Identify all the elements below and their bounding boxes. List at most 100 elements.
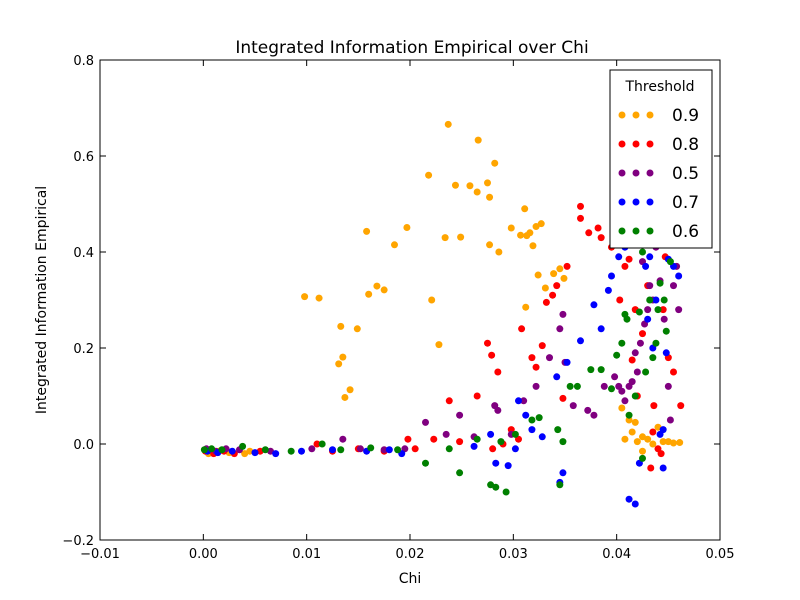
point-threshold-0.9 [365,290,373,298]
point-threshold-0.9 [428,296,436,304]
point-threshold-0.7 [528,426,536,434]
point-threshold-0.6 [200,446,208,454]
point-threshold-0.9 [391,241,398,249]
legend-entry-label: 0.8 [672,135,699,155]
point-threshold-0.6 [566,382,574,390]
point-threshold-0.9 [315,294,323,302]
point-threshold-0.9 [337,322,345,330]
y-tick-label: 0.6 [73,150,94,165]
point-threshold-0.5 [569,402,577,410]
legend-entry-label: 0.7 [672,193,699,213]
legend-marker [646,198,654,206]
legend-marker [646,140,654,148]
point-threshold-0.7 [590,301,598,309]
point-threshold-0.9 [550,270,558,278]
legend-marker [632,169,640,177]
point-threshold-0.9 [339,353,347,361]
point-threshold-0.9 [526,229,534,237]
legend-marker [632,140,640,148]
point-threshold-0.9 [341,393,349,401]
point-threshold-0.9 [521,205,529,213]
point-threshold-0.7 [659,464,667,472]
point-threshold-0.8 [577,202,584,210]
point-threshold-0.9 [403,224,411,232]
point-threshold-0.7 [625,495,633,503]
point-threshold-0.5 [633,368,641,376]
legend-marker [632,198,640,206]
point-threshold-0.7 [642,262,650,270]
point-threshold-0.5 [520,397,528,405]
point-threshold-0.8 [625,255,633,263]
x-tick-label: 0.00 [189,547,218,562]
point-threshold-0.6 [666,258,674,266]
point-threshold-0.9 [534,271,542,279]
point-threshold-0.6 [556,481,564,489]
point-threshold-0.7 [559,469,567,477]
point-threshold-0.9 [556,265,564,273]
point-threshold-0.6 [631,392,639,400]
point-threshold-0.8 [404,435,412,443]
x-tick-label: 0.04 [602,547,631,562]
ticks-layer: −0.01 0.00 0.01 0.02 0.03 0.04 0.05 −0.2 0.0 0.2 0… [62,54,734,562]
point-threshold-0.8 [621,262,629,270]
point-threshold-0.7 [522,411,530,419]
point-threshold-0.6 [287,447,295,455]
point-threshold-0.9 [435,341,443,349]
point-threshold-0.9 [486,193,494,201]
legend-marker [618,169,626,177]
point-threshold-0.5 [644,306,652,314]
point-threshold-0.8 [542,298,550,306]
point-threshold-0.7 [577,337,584,345]
point-threshold-0.9 [495,248,503,256]
point-threshold-0.6 [261,446,269,454]
point-threshold-0.7 [470,442,478,450]
point-threshold-0.9 [451,181,459,189]
point-threshold-0.7 [511,445,519,453]
point-threshold-0.8 [549,291,557,299]
point-threshold-0.6 [597,366,605,374]
point-threshold-0.7 [597,325,605,333]
point-threshold-0.8 [585,229,593,237]
point-threshold-0.6 [625,411,633,419]
legend-marker [618,111,626,119]
point-threshold-0.5 [491,402,499,410]
point-threshold-0.7 [646,253,654,261]
y-axis-label: Integrated Information Empirical [34,186,50,414]
point-threshold-0.8 [639,330,646,338]
point-threshold-0.5 [380,446,388,454]
point-threshold-0.9 [380,286,388,294]
point-threshold-0.8 [456,438,464,446]
legend-box [609,69,713,249]
legend: Threshold 0.9 0.8 0.5 0.7 0.6 [609,69,713,249]
point-threshold-0.9 [301,293,309,301]
y-tick-label: 0.0 [73,438,94,453]
point-threshold-0.6 [528,416,536,424]
point-threshold-0.6 [639,454,646,462]
x-tick-label: 0.05 [706,547,735,562]
y-tick-label: −0.2 [62,534,94,549]
point-threshold-0.6 [367,444,375,452]
point-threshold-0.8 [518,325,526,333]
point-threshold-0.7 [604,286,612,294]
point-threshold-0.5 [532,382,540,390]
point-threshold-0.5 [600,382,608,390]
point-threshold-0.7 [615,253,623,261]
point-threshold-0.6 [422,459,429,467]
point-threshold-0.8 [594,224,602,232]
point-threshold-0.5 [546,354,553,362]
point-threshold-0.6 [502,488,510,496]
point-threshold-0.9 [676,439,684,447]
point-threshold-0.5 [590,411,598,419]
point-threshold-0.8 [647,464,655,472]
point-threshold-0.9 [628,428,636,436]
point-threshold-0.7 [662,349,670,357]
point-threshold-0.8 [494,368,502,376]
point-threshold-0.5 [442,430,450,438]
legend-marker [646,111,654,119]
point-threshold-0.9 [618,404,626,412]
point-threshold-0.8 [484,339,491,347]
x-tick-label: 0.01 [292,547,321,562]
point-threshold-0.5 [660,315,668,323]
point-threshold-0.9 [441,234,449,242]
